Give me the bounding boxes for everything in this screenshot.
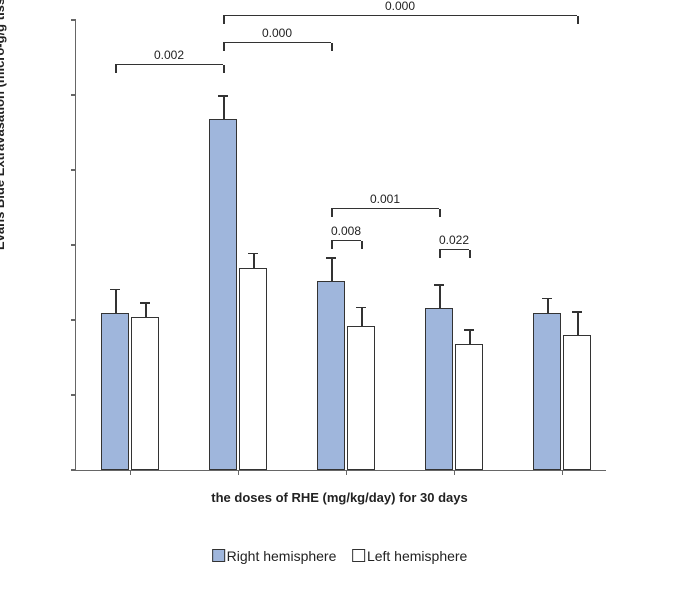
error-cap (140, 302, 150, 304)
sig-bracket (115, 64, 223, 65)
error-cap (434, 284, 444, 286)
error-bar (547, 299, 549, 313)
sig-bracket (223, 15, 577, 16)
x-tick (562, 470, 564, 475)
error-cap (572, 311, 582, 313)
x-axis-label: the doses of RHE (mg/kg/day) for 30 days (211, 490, 467, 505)
y-tick (71, 469, 76, 471)
error-bar (469, 331, 471, 345)
legend-label-left: Left hemisphere (367, 548, 467, 564)
error-bar (331, 259, 333, 282)
x-tick (130, 470, 132, 475)
sig-bracket (331, 240, 361, 241)
bar-left (239, 268, 267, 471)
y-tick (71, 244, 76, 246)
error-bar (145, 304, 147, 318)
legend-swatch-right (212, 549, 225, 562)
chart-container: Evans Blue Extravasation (micro-g/g tiss… (0, 0, 679, 593)
y-tick (71, 394, 76, 396)
sig-bracket-tick (331, 209, 333, 217)
error-bar (577, 313, 579, 336)
sig-bracket-tick (577, 16, 579, 24)
p-value-label: 0.000 (385, 0, 415, 13)
sig-bracket-tick (439, 250, 441, 258)
legend: Right hemisphere Left hemisphere (212, 548, 468, 564)
sig-bracket-tick (439, 209, 441, 217)
y-tick (71, 94, 76, 96)
bar-left (563, 335, 591, 470)
error-bar (361, 308, 363, 326)
bar-right (425, 308, 453, 470)
x-tick (346, 470, 348, 475)
bar-right (209, 119, 237, 470)
sig-bracket-tick (223, 65, 225, 73)
bar-left (455, 344, 483, 470)
legend-swatch-left (352, 549, 365, 562)
error-cap (218, 95, 228, 97)
y-tick (71, 169, 76, 171)
bar-right (317, 281, 345, 470)
bar-right (101, 313, 129, 471)
error-bar (253, 254, 255, 268)
y-axis-label: Evans Blue Extravasation (micro-g/g tiss… (0, 0, 7, 250)
plot-area: 0.0020.0000.0000.0010.0080.022 (75, 20, 606, 471)
error-cap (248, 253, 258, 255)
sig-bracket-tick (331, 43, 333, 51)
error-cap (110, 289, 120, 291)
bar-right (533, 313, 561, 471)
p-value-label: 0.008 (331, 224, 361, 238)
sig-bracket (223, 42, 331, 43)
x-tick (238, 470, 240, 475)
legend-label-right: Right hemisphere (227, 548, 337, 564)
bar-left (131, 317, 159, 470)
p-value-label: 0.022 (439, 233, 469, 247)
error-cap (326, 257, 336, 259)
error-cap (542, 298, 552, 300)
sig-bracket-tick (223, 43, 225, 51)
sig-bracket-tick (115, 65, 117, 73)
x-tick (454, 470, 456, 475)
y-tick (71, 19, 76, 21)
sig-bracket-tick (469, 250, 471, 258)
sig-bracket-tick (331, 241, 333, 249)
bar-left (347, 326, 375, 470)
sig-bracket-tick (361, 241, 363, 249)
error-cap (356, 307, 366, 309)
error-bar (439, 286, 441, 309)
sig-bracket (439, 249, 469, 250)
y-tick (71, 319, 76, 321)
sig-bracket (331, 208, 439, 209)
error-bar (223, 97, 225, 120)
p-value-label: 0.001 (370, 192, 400, 206)
p-value-label: 0.000 (262, 26, 292, 40)
error-cap (464, 329, 474, 331)
error-bar (115, 290, 117, 313)
p-value-label: 0.002 (154, 48, 184, 62)
sig-bracket-tick (223, 16, 225, 24)
